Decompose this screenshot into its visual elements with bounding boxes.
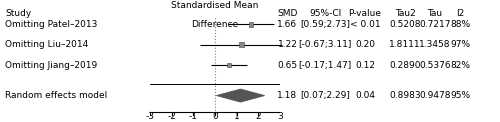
Text: 0.04: 0.04 <box>355 91 375 100</box>
Text: 0.9478: 0.9478 <box>419 91 451 100</box>
Text: 0.2890: 0.2890 <box>389 61 421 70</box>
Text: Tau: Tau <box>428 9 442 18</box>
Text: Omitting Liu–2014: Omitting Liu–2014 <box>5 40 88 49</box>
Bar <box>226 63 232 67</box>
Text: 2: 2 <box>256 112 261 121</box>
Text: [-0.67;3.11]: [-0.67;3.11] <box>298 40 352 49</box>
Text: [0.07;2.29]: [0.07;2.29] <box>300 91 350 100</box>
Text: 95%: 95% <box>450 91 470 100</box>
Text: SMD: SMD <box>278 9 297 18</box>
Text: 1.3458: 1.3458 <box>419 40 451 49</box>
Text: 3: 3 <box>277 112 283 121</box>
Text: Tau2: Tau2 <box>394 9 415 18</box>
Text: -3: -3 <box>146 112 154 121</box>
Text: 0.7217: 0.7217 <box>419 20 451 29</box>
Text: 0.20: 0.20 <box>355 40 375 49</box>
Text: -2: -2 <box>167 112 176 121</box>
Text: 0.8983: 0.8983 <box>389 91 421 100</box>
Text: 1.8111: 1.8111 <box>389 40 421 49</box>
Text: 0.5208: 0.5208 <box>389 20 421 29</box>
Text: 82%: 82% <box>450 61 470 70</box>
Text: Omitting Patel–2013: Omitting Patel–2013 <box>5 20 98 29</box>
Bar <box>239 42 244 47</box>
Text: 1.66: 1.66 <box>278 20 297 29</box>
Text: 1: 1 <box>234 112 239 121</box>
Text: 0.12: 0.12 <box>355 61 375 70</box>
Text: 97%: 97% <box>450 40 470 49</box>
Text: Standardised Mean: Standardised Mean <box>172 1 258 10</box>
Text: [-0.17;1.47]: [-0.17;1.47] <box>298 61 352 70</box>
Text: P-value: P-value <box>348 9 382 18</box>
Text: < 0.01: < 0.01 <box>350 20 380 29</box>
Text: Difference: Difference <box>192 20 238 29</box>
Text: 0.5376: 0.5376 <box>419 61 451 70</box>
Text: -1: -1 <box>189 112 198 121</box>
Text: 88%: 88% <box>450 20 470 29</box>
Text: Random effects model: Random effects model <box>5 91 107 100</box>
Text: 1.22: 1.22 <box>278 40 297 49</box>
Polygon shape <box>216 89 264 102</box>
Text: Omitting Jiang–2019: Omitting Jiang–2019 <box>5 61 97 70</box>
Text: [0.59;2.73]: [0.59;2.73] <box>300 20 350 29</box>
Text: 0.65: 0.65 <box>278 61 297 70</box>
Text: I2: I2 <box>456 9 464 18</box>
Bar <box>248 22 254 27</box>
Text: 95%-CI: 95%-CI <box>309 9 341 18</box>
Text: 1.18: 1.18 <box>278 91 297 100</box>
Text: Study: Study <box>5 9 31 18</box>
Text: 0: 0 <box>212 112 218 121</box>
